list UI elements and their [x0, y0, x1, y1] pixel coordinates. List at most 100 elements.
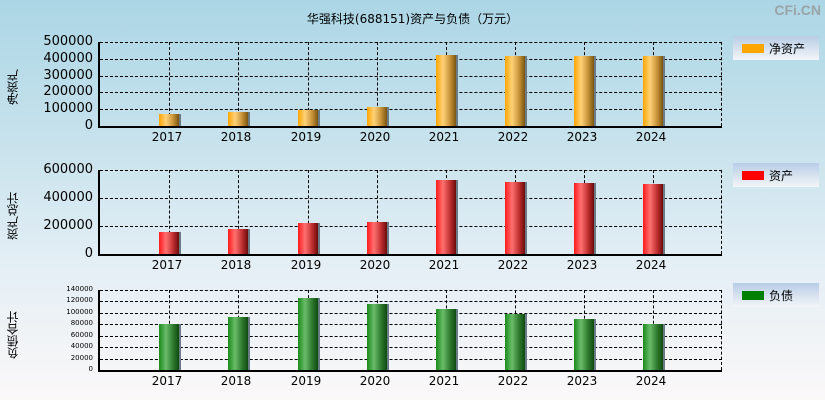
- x-tick-label: 2019: [290, 258, 322, 272]
- gridline: [238, 170, 239, 254]
- plot-border: [721, 290, 722, 370]
- bar-2021: [436, 54, 456, 126]
- gridline: [100, 290, 722, 291]
- gridline: [100, 347, 722, 349]
- legend-net-assets: 净资产: [733, 36, 819, 60]
- bar-2024: [643, 55, 663, 126]
- x-tick-label: 2024: [635, 258, 667, 272]
- chart-title: 华强科技(688151)资产与负债（万元）: [306, 12, 519, 26]
- ylabel-total-liabilities: 负债合计: [6, 311, 20, 359]
- gridline: [100, 324, 722, 326]
- y-tick-label: 60000: [70, 330, 93, 339]
- x-tick-label: 2020: [359, 130, 391, 144]
- legend-assets: 资产: [733, 163, 819, 187]
- plot-total-assets: [98, 170, 722, 256]
- bar-2022: [505, 182, 525, 254]
- y-tick-label: 0: [88, 365, 93, 373]
- gridline: [100, 335, 722, 337]
- legend-liabilities: 负债: [733, 283, 819, 307]
- bar-2018: [228, 111, 248, 126]
- y-tick-label: 80000: [70, 319, 93, 328]
- plot-border: [721, 170, 722, 254]
- gridline: [100, 58, 722, 60]
- bar-2019: [298, 109, 318, 126]
- gridline: [100, 226, 722, 227]
- plot-border: [721, 42, 722, 126]
- bar-2019: [298, 298, 318, 370]
- bar-2023: [574, 183, 594, 254]
- x-tick-label: 2021: [428, 374, 460, 388]
- bar-2017: [159, 232, 179, 254]
- y-tick-label: 120000: [66, 296, 93, 305]
- bar-2022: [505, 314, 525, 370]
- x-tick-label: 2017: [151, 130, 183, 144]
- gridline: [100, 92, 722, 94]
- x-tick-label: 2021: [428, 130, 460, 144]
- y-tick-label: 0: [84, 118, 93, 133]
- y-tick-label: 20000: [70, 353, 93, 362]
- x-tick-label: 2023: [566, 374, 598, 388]
- gridline: [100, 358, 722, 360]
- gridline: [100, 170, 722, 171]
- y-tick-label: 100000: [66, 307, 93, 316]
- x-tick-label: 2023: [566, 130, 598, 144]
- bar-2020: [367, 304, 387, 370]
- gridline: [377, 42, 378, 126]
- x-tick-label: 2023: [566, 258, 598, 272]
- gridline: [100, 42, 722, 43]
- x-tick-label: 2020: [359, 258, 391, 272]
- bar-2020: [367, 221, 387, 254]
- bar-2017: [159, 113, 179, 126]
- bar-2024: [643, 184, 663, 254]
- gridline: [308, 170, 309, 254]
- y-tick-label: 0: [84, 246, 93, 261]
- y-tick-label: 40000: [70, 342, 93, 351]
- x-tick-label: 2024: [635, 130, 667, 144]
- bar-2021: [436, 179, 456, 254]
- bar-2023: [574, 55, 594, 126]
- x-tick-label: 2019: [290, 374, 322, 388]
- bar-2020: [367, 106, 387, 126]
- legend-swatch: [742, 44, 764, 53]
- bar-2019: [298, 223, 318, 254]
- gridline: [100, 198, 722, 199]
- y-tick-label: 200000: [43, 218, 93, 233]
- y-tick-label: 500000: [43, 34, 93, 49]
- y-tick-label: 600000: [43, 162, 93, 177]
- x-tick-label: 2019: [290, 130, 322, 144]
- gridline: [308, 42, 309, 126]
- bar-2018: [228, 317, 248, 370]
- x-tick-label: 2022: [497, 374, 529, 388]
- bar-2018: [228, 228, 248, 254]
- gridline: [238, 42, 239, 126]
- x-tick-label: 2022: [497, 130, 529, 144]
- legend-label: 负债: [769, 289, 794, 303]
- gridline: [100, 312, 722, 314]
- x-tick-label: 2021: [428, 258, 460, 272]
- x-tick-label: 2017: [151, 258, 183, 272]
- legend-swatch: [742, 291, 764, 300]
- plot-total-liabilities: [98, 290, 722, 372]
- legend-label: 资产: [769, 169, 794, 183]
- plot-net-assets: [98, 42, 722, 128]
- x-tick-label: 2018: [220, 130, 252, 144]
- bar-2024: [643, 324, 663, 370]
- y-tick-label: 400000: [43, 190, 93, 205]
- bar-2017: [159, 324, 179, 370]
- x-tick-label: 2022: [497, 258, 529, 272]
- x-tick-label: 2017: [151, 374, 183, 388]
- x-tick-label: 2024: [635, 374, 667, 388]
- gridline: [377, 170, 378, 254]
- y-tick-label: 140000: [66, 285, 93, 293]
- gridline: [100, 301, 722, 303]
- bar-2023: [574, 319, 594, 370]
- gridline: [169, 42, 170, 126]
- x-tick-label: 2020: [359, 374, 391, 388]
- ylabel-total-assets: 资产总计: [6, 192, 20, 240]
- x-tick-label: 2018: [220, 258, 252, 272]
- ylabel-net-assets: 净资产: [6, 69, 20, 105]
- x-tick-label: 2018: [220, 374, 252, 388]
- y-tick-label: 400000: [43, 50, 93, 66]
- bar-2022: [505, 55, 525, 126]
- legend-swatch: [742, 171, 764, 180]
